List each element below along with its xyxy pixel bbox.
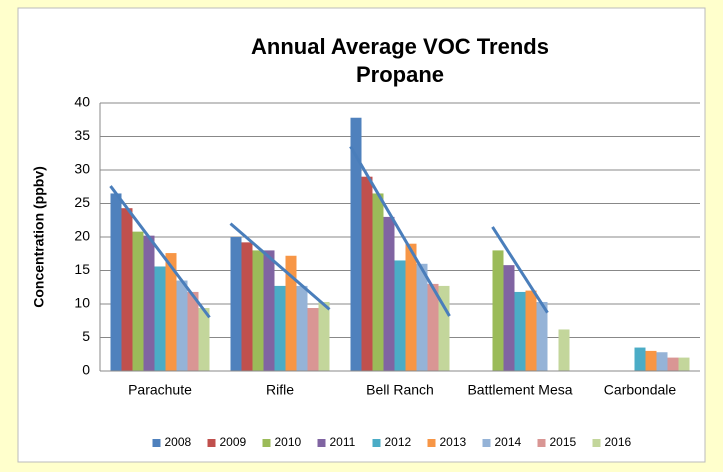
legend-swatch <box>152 439 161 447</box>
x-tick-label: Bell Ranch <box>366 382 434 398</box>
trend-line <box>229 222 331 311</box>
bar <box>263 250 275 371</box>
chart-title: Annual Average VOC Trends <box>251 34 549 59</box>
chart-subtitle: Propane <box>356 62 444 87</box>
y-tick-label: 25 <box>74 194 90 210</box>
bar <box>132 231 144 371</box>
bar <box>165 253 177 371</box>
trend-line <box>109 185 211 319</box>
y-tick-label: 0 <box>82 362 90 378</box>
x-tick-label: Rifle <box>266 382 294 398</box>
y-tick-label: 35 <box>74 127 90 143</box>
bar <box>536 301 548 371</box>
bar <box>296 285 308 371</box>
bar <box>241 242 253 371</box>
bar <box>143 235 155 371</box>
bar <box>438 285 450 371</box>
legend-swatch <box>372 439 381 447</box>
bar <box>678 357 690 371</box>
legend-label: 2015 <box>550 435 577 449</box>
legend-swatch <box>427 439 436 447</box>
legend-label: 2014 <box>495 435 522 449</box>
bar <box>558 329 570 371</box>
legend-swatch <box>482 439 491 447</box>
y-tick-label: 40 <box>74 94 90 110</box>
bar <box>383 216 395 371</box>
bar <box>187 291 199 371</box>
bar <box>121 208 133 371</box>
bar <box>405 243 417 371</box>
legend-swatch <box>592 439 601 447</box>
bar <box>525 290 537 371</box>
bar <box>634 347 646 371</box>
x-tick-label: Carbondale <box>604 382 677 398</box>
bar <box>307 308 319 371</box>
bar <box>667 357 679 371</box>
legend-swatch <box>207 439 216 447</box>
legend-swatch <box>537 439 546 447</box>
trend-line <box>349 145 451 317</box>
legend-label: 2016 <box>605 435 632 449</box>
legend-label: 2008 <box>165 435 192 449</box>
bar <box>503 265 515 371</box>
x-tick-label: Battlement Mesa <box>467 382 572 398</box>
bar <box>198 308 210 371</box>
bar <box>110 193 122 371</box>
y-tick-label: 5 <box>82 328 90 344</box>
y-tick-label: 15 <box>74 261 90 277</box>
legend-label: 2011 <box>330 435 356 449</box>
bar <box>318 301 330 371</box>
legend-swatch <box>317 439 326 447</box>
bar <box>350 117 362 372</box>
bar <box>252 250 264 371</box>
legend-label: 2012 <box>385 435 412 449</box>
y-tick-label: 10 <box>74 295 90 311</box>
y-axis-label: Concentration (ppbv) <box>31 166 47 308</box>
bar <box>645 350 657 371</box>
bar <box>176 280 188 371</box>
bar <box>514 291 526 371</box>
legend-label: 2013 <box>440 435 467 449</box>
bar <box>361 176 373 371</box>
bar <box>230 237 242 371</box>
legend-label: 2010 <box>275 435 302 449</box>
bar <box>154 266 166 371</box>
y-tick-label: 20 <box>74 228 90 244</box>
x-tick-label: Parachute <box>128 382 192 398</box>
bar <box>372 193 384 371</box>
legend-swatch <box>262 439 271 447</box>
bar <box>394 260 406 371</box>
bar <box>285 255 297 371</box>
bar <box>416 263 428 371</box>
legend-label: 2009 <box>220 435 247 449</box>
bar <box>274 285 286 371</box>
bar <box>492 250 504 371</box>
y-tick-label: 30 <box>74 161 90 177</box>
bar <box>656 352 668 371</box>
bar <box>427 283 439 371</box>
trend-line <box>491 226 549 314</box>
